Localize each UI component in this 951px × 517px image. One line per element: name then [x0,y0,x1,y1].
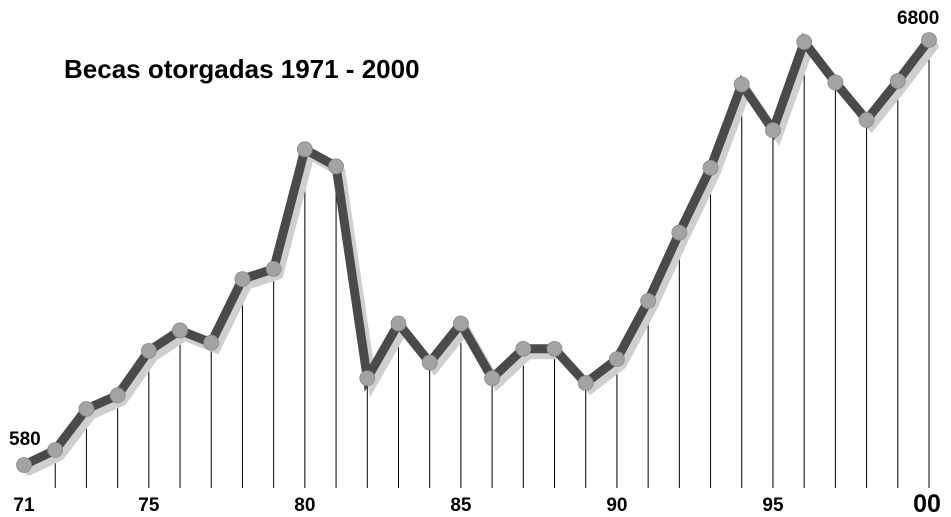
data-point [109,387,126,404]
data-point [858,112,875,128]
data-point [889,73,906,89]
data-point [16,457,32,473]
data-points [16,32,937,473]
chart-title: Becas otorgadas 1971 - 2000 [64,54,420,84]
x-tick-label: 85 [450,495,472,516]
data-point [733,76,750,93]
data-point [359,370,376,387]
data-point [827,74,844,91]
data-point [796,34,813,50]
data-label: 580 [9,429,41,450]
data-point [609,351,625,367]
data-point [702,159,719,176]
data-point [452,315,469,332]
data-point [546,340,563,357]
x-tick-label: 00 [913,490,941,517]
data-point [671,224,688,241]
data-point [328,158,344,175]
x-tick-label: 75 [138,495,160,516]
data-point [203,334,220,351]
data-point [765,122,781,139]
data-point [78,401,95,417]
drop-lines [54,40,930,488]
series-becas [19,32,939,476]
x-tick-label: 80 [294,495,315,516]
data-point [234,271,251,288]
data-point [47,442,64,458]
data-point [140,342,157,359]
series-line-shadow [24,38,939,476]
data-point [921,32,937,48]
data-point [421,354,438,371]
x-tick-label: 90 [606,495,627,516]
data-point [296,141,313,158]
data-point [484,370,501,387]
data-label: 6800 [897,8,939,29]
x-axis-tick-labels: 71 75 80 85 90 95 00 [13,490,940,517]
data-labels: 580 6800 [9,8,939,450]
data-point [390,315,407,332]
data-point [640,293,657,309]
data-point [577,375,594,391]
data-point [172,322,188,339]
data-point [515,340,532,357]
x-tick-label: 95 [762,495,784,516]
data-point [265,260,282,277]
x-tick-label: 71 [13,495,35,516]
